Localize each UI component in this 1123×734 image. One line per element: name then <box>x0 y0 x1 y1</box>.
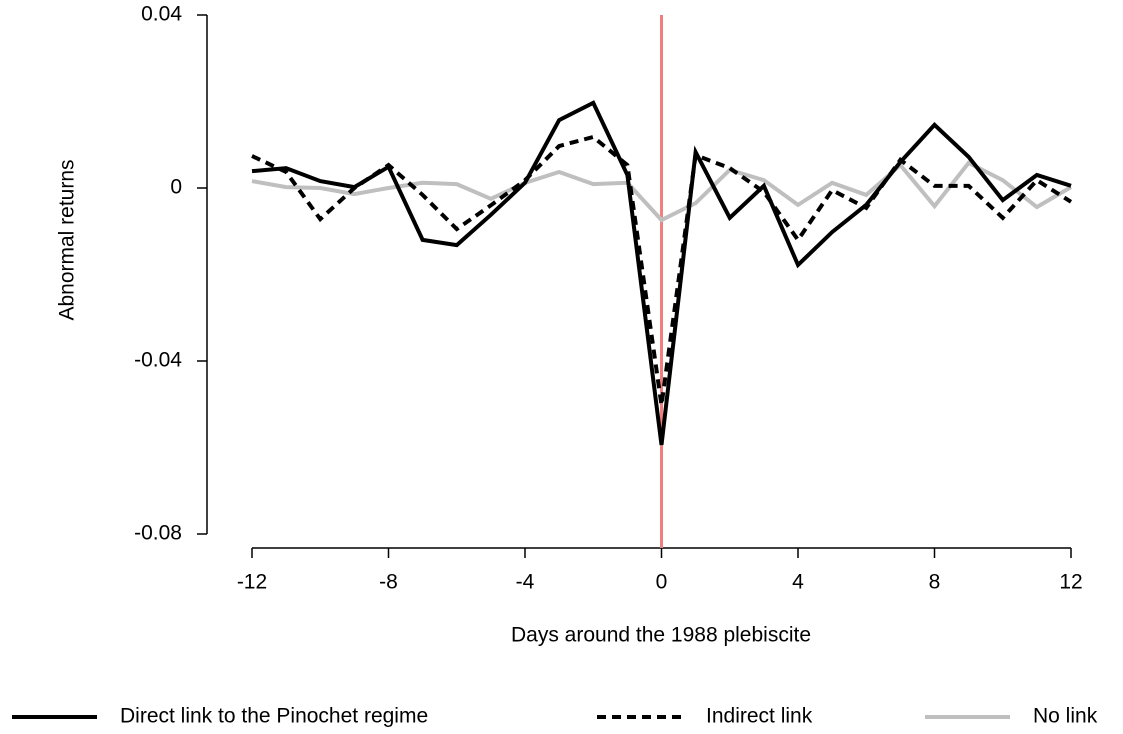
legend-label: No link <box>1033 705 1098 728</box>
y-axis-label: Abnormal returns <box>56 159 79 320</box>
x-tick-label: -4 <box>516 571 535 594</box>
legend-label: Indirect link <box>706 705 813 728</box>
y-tick-label: -0.08 <box>134 522 182 545</box>
x-tick-label: -8 <box>379 571 398 594</box>
x-tick-label: 8 <box>929 571 941 594</box>
x-tick-label: 4 <box>792 571 804 594</box>
x-tick-label: -12 <box>237 571 267 594</box>
data-line <box>251 134 1073 406</box>
data-line <box>251 160 1073 223</box>
y-tick-label: 0 <box>170 176 182 199</box>
x-axis-label: Days around the 1988 plebiscite <box>511 624 811 647</box>
y-tick-label: 0.04 <box>141 3 182 26</box>
x-tick-label: 12 <box>1059 571 1082 594</box>
y-tick-label: -0.04 <box>134 349 182 372</box>
x-tick-label: 0 <box>656 571 668 594</box>
legend-label: Direct link to the Pinochet regime <box>120 705 428 728</box>
